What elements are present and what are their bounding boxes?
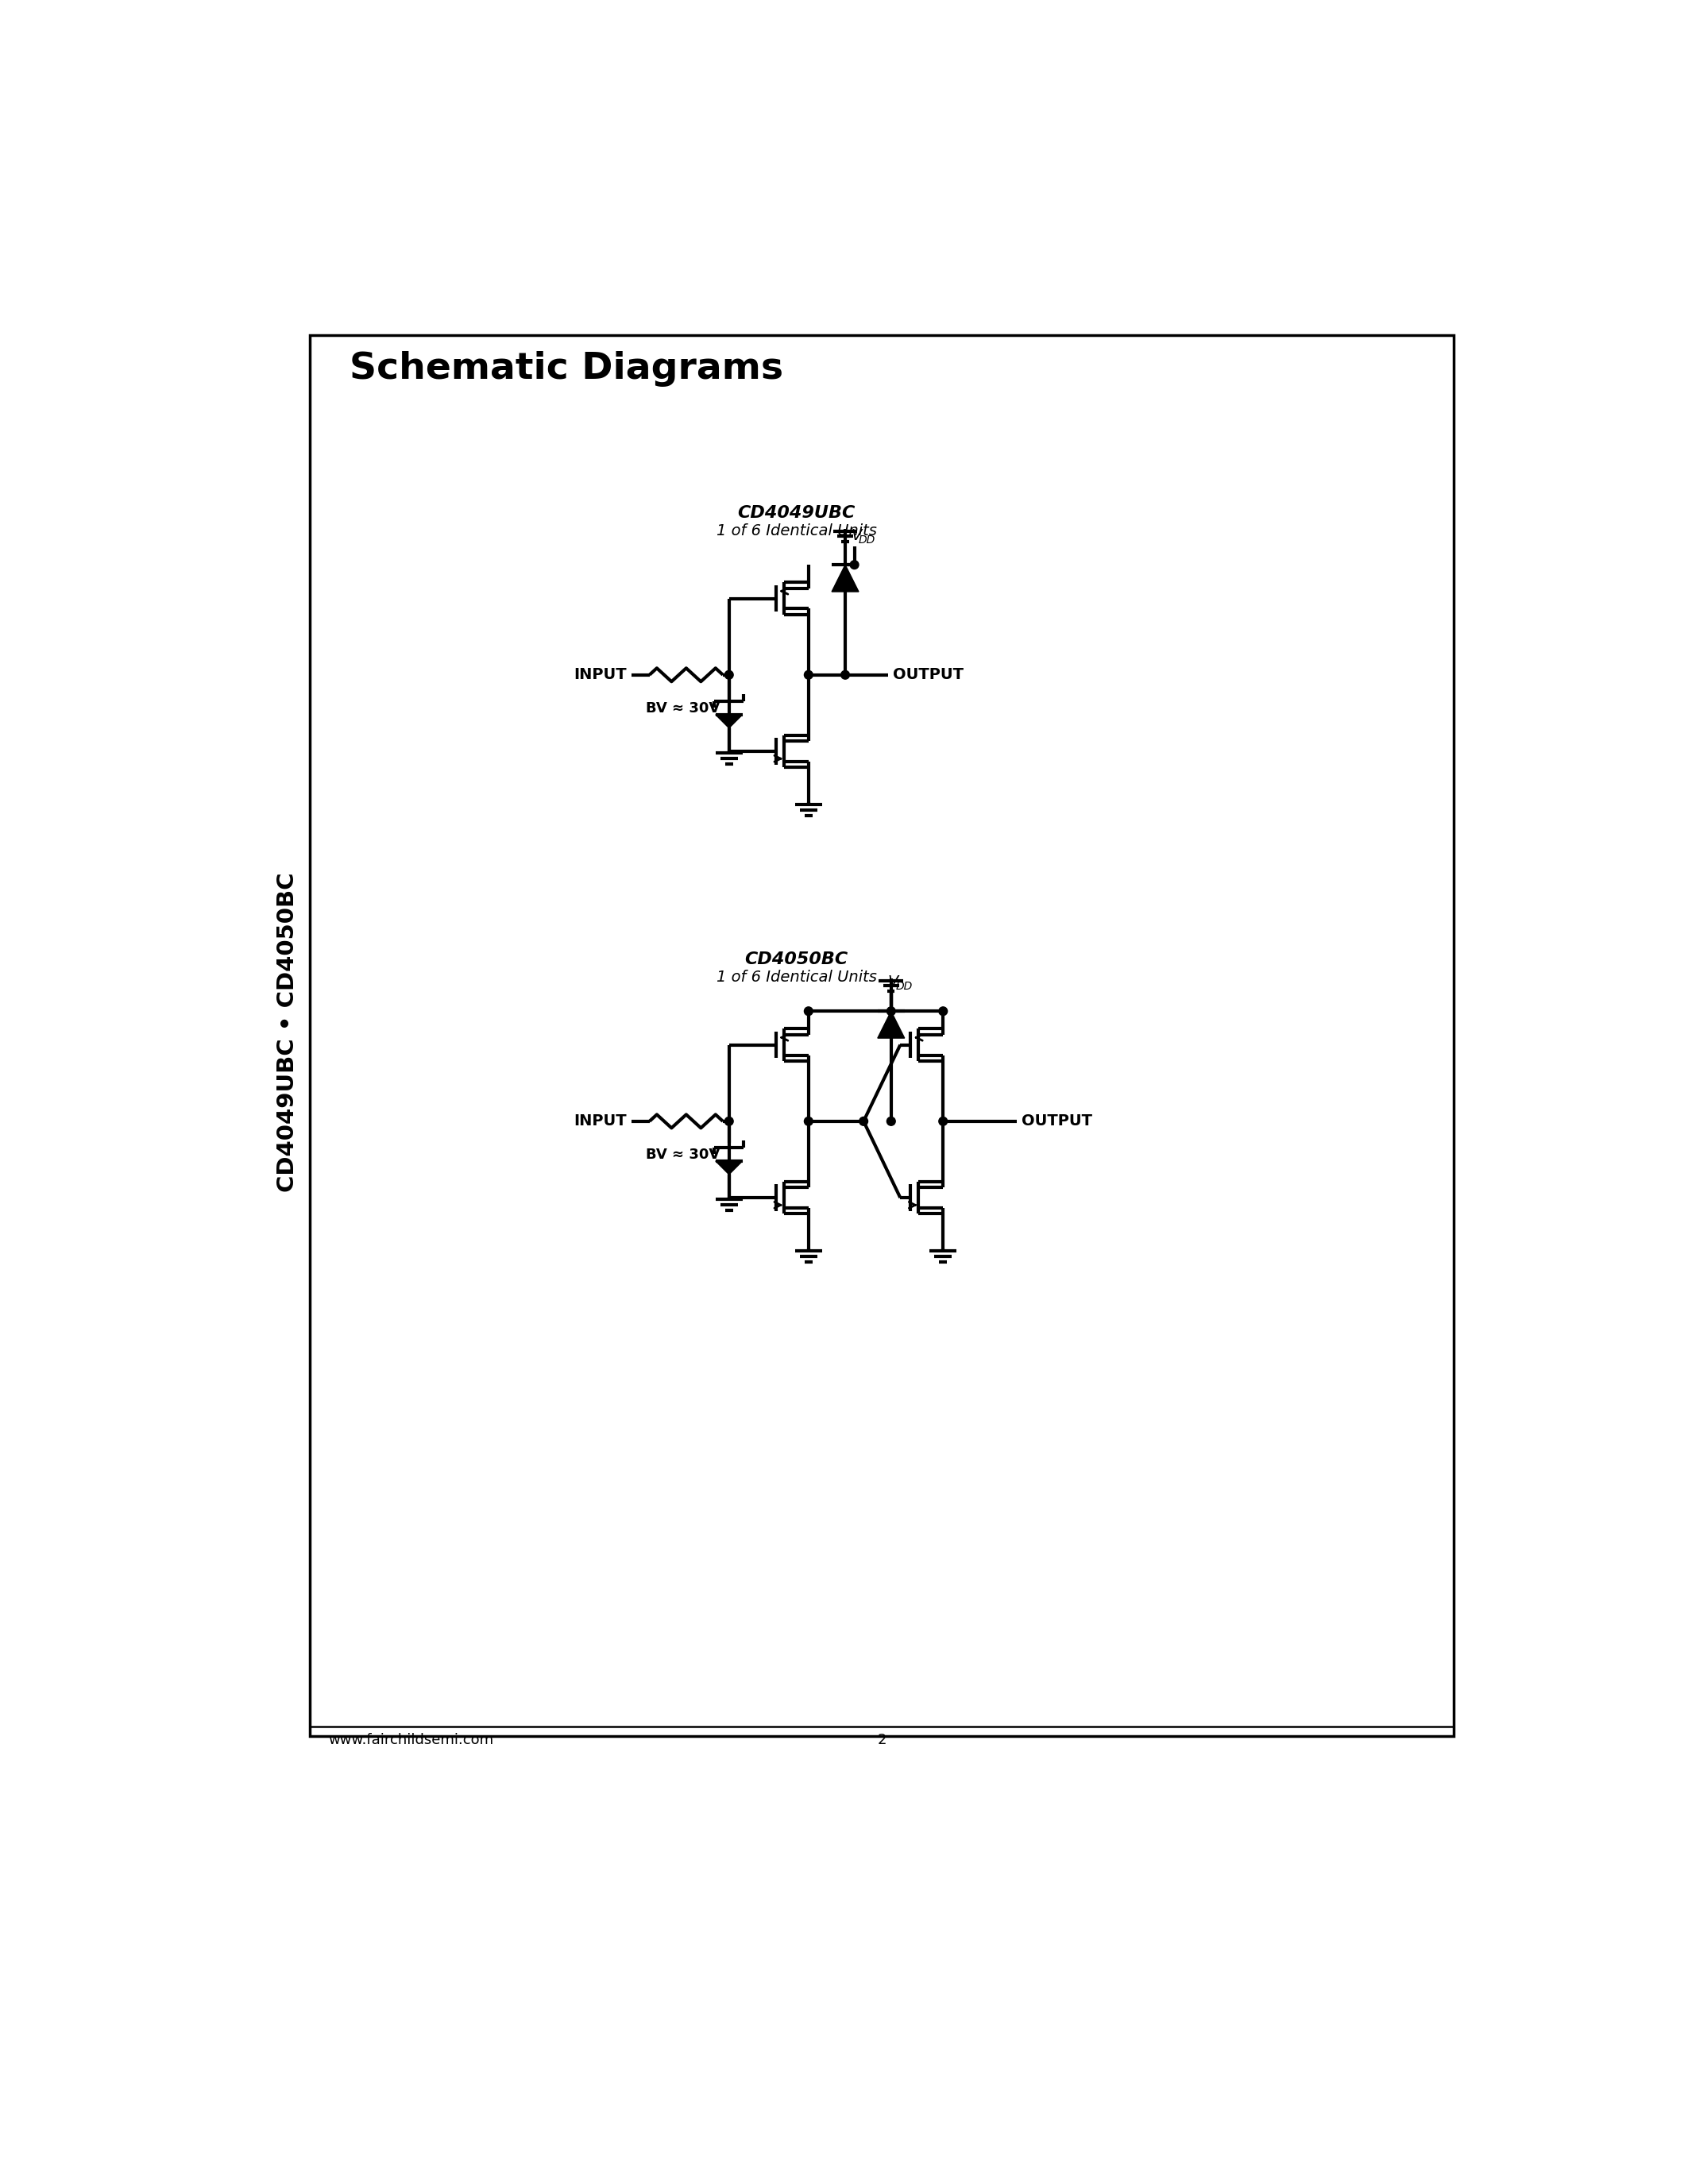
Text: CD4049UBC • CD4050BC: CD4049UBC • CD4050BC (277, 874, 299, 1192)
Text: BV ≈ 30V: BV ≈ 30V (647, 701, 719, 716)
Text: DD: DD (895, 981, 912, 992)
Circle shape (859, 1116, 868, 1125)
Text: INPUT: INPUT (574, 1114, 626, 1129)
Text: V: V (888, 974, 898, 989)
Text: OUTPUT: OUTPUT (893, 668, 964, 681)
Text: www.fairchildsemi.com: www.fairchildsemi.com (329, 1732, 493, 1747)
Text: INPUT: INPUT (574, 668, 626, 681)
Circle shape (939, 1116, 947, 1125)
Text: BV ≈ 30V: BV ≈ 30V (647, 1149, 719, 1162)
Text: CD4049UBC: CD4049UBC (738, 505, 856, 520)
Circle shape (803, 670, 814, 679)
Text: V: V (851, 529, 863, 544)
FancyBboxPatch shape (311, 336, 1453, 1736)
Text: CD4050BC: CD4050BC (744, 952, 847, 968)
Circle shape (886, 1116, 895, 1125)
Circle shape (841, 670, 849, 679)
Text: OUTPUT: OUTPUT (1021, 1114, 1092, 1129)
Circle shape (886, 1007, 895, 1016)
Text: DD: DD (859, 535, 876, 546)
Circle shape (803, 1007, 814, 1016)
Text: 1 of 6 Identical Units: 1 of 6 Identical Units (716, 524, 876, 539)
Text: Schematic Diagrams: Schematic Diagrams (349, 352, 783, 387)
Text: 2: 2 (878, 1732, 886, 1747)
Polygon shape (716, 1162, 743, 1175)
Circle shape (851, 561, 859, 570)
Polygon shape (878, 1011, 905, 1037)
Circle shape (939, 1007, 947, 1016)
Polygon shape (832, 566, 859, 592)
Circle shape (724, 1116, 733, 1125)
Polygon shape (716, 714, 743, 727)
Circle shape (803, 1116, 814, 1125)
Text: 1 of 6 Identical Units: 1 of 6 Identical Units (716, 970, 876, 985)
Circle shape (724, 670, 733, 679)
